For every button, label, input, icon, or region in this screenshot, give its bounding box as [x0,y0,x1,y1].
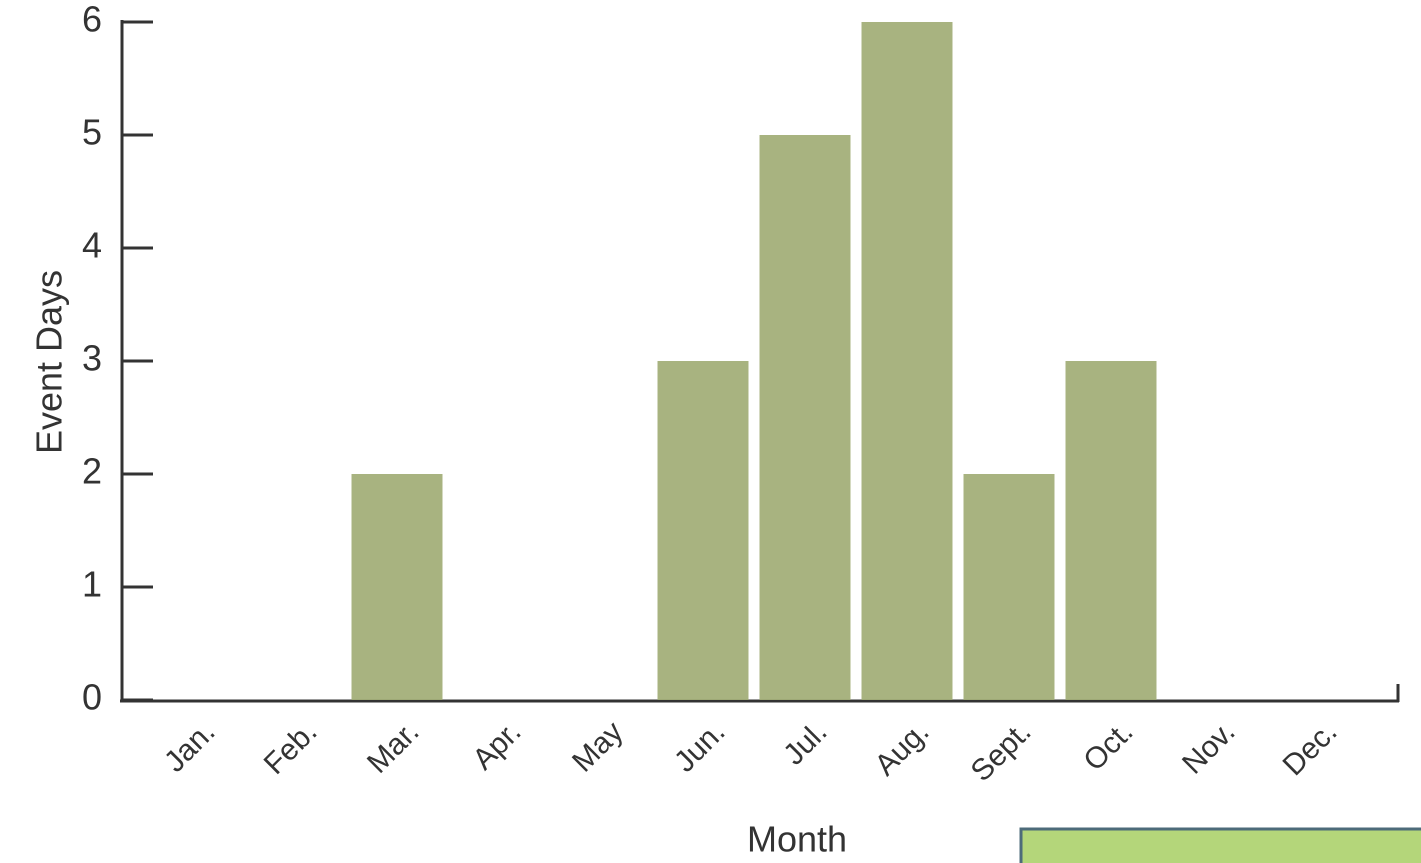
bar [760,135,851,700]
y-tick-label: 1 [82,564,102,605]
x-tick-label: Sept. [965,715,1038,788]
x-tick-label: Aug. [869,715,936,782]
bar [352,474,443,700]
decoration-box [1021,829,1421,863]
y-tick-label: 6 [82,0,102,40]
x-tick-label: Jun. [668,715,731,778]
x-tick-label: Nov. [1176,715,1241,780]
bar [1066,361,1157,700]
bar [862,22,953,700]
chart: Month Event Days 0 1 2 3 4 5 6 Jan. Feb. Mar. Apr.… [0,0,1421,863]
y-tick-label: 5 [82,112,102,153]
y-tick-label: 3 [82,338,102,379]
x-tick-label: Oct. [1077,715,1139,777]
x-axis-label: Month [747,819,847,860]
x-tick-label: Feb. [258,715,324,781]
x-tick-label: Dec. [1277,715,1344,782]
y-tick-label: 0 [82,677,102,718]
bar [658,361,749,700]
x-tick-label: Jul. [777,715,833,771]
x-tick-label: Jan. [158,715,221,778]
bar [964,474,1055,700]
y-tick-label: 4 [82,225,102,266]
y-tick-label: 2 [82,451,102,492]
y-axis-label: Event Days [29,270,70,454]
x-tick-label: Apr. [466,715,527,776]
x-tick-label: Mar. [361,715,426,780]
x-tick-label: May [566,715,629,778]
